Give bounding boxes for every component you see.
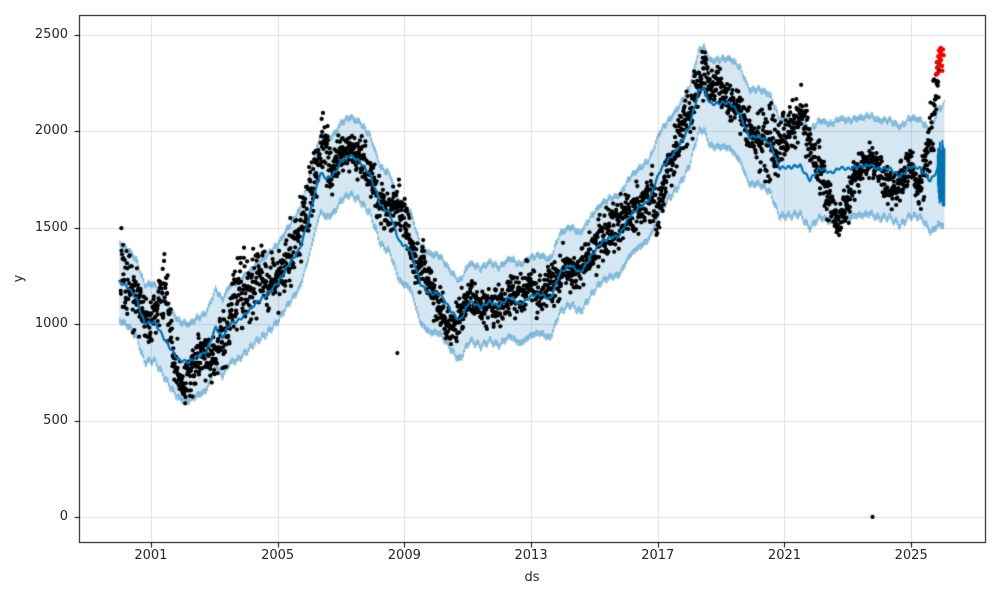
x-tick-label: 2021 [767, 548, 802, 563]
y-axis-title: y [11, 274, 27, 283]
x-tick-label: 2025 [894, 548, 928, 563]
x-axis-title: ds [524, 570, 540, 585]
y-tick-label: 2500 [34, 27, 68, 43]
y-tick-label: 1500 [34, 219, 68, 235]
y-tick-label: 0 [59, 508, 68, 524]
x-tick-label: 2005 [261, 548, 295, 563]
y-tick-label: 2000 [34, 123, 68, 139]
x-tick-label: 2001 [134, 548, 168, 563]
x-tick-label: 2013 [514, 548, 548, 563]
x-tick-label: 2009 [387, 548, 421, 563]
y-tick-label: 1000 [34, 316, 68, 332]
y-tick-label: 500 [43, 412, 68, 428]
x-tick-label: 2017 [641, 548, 675, 563]
